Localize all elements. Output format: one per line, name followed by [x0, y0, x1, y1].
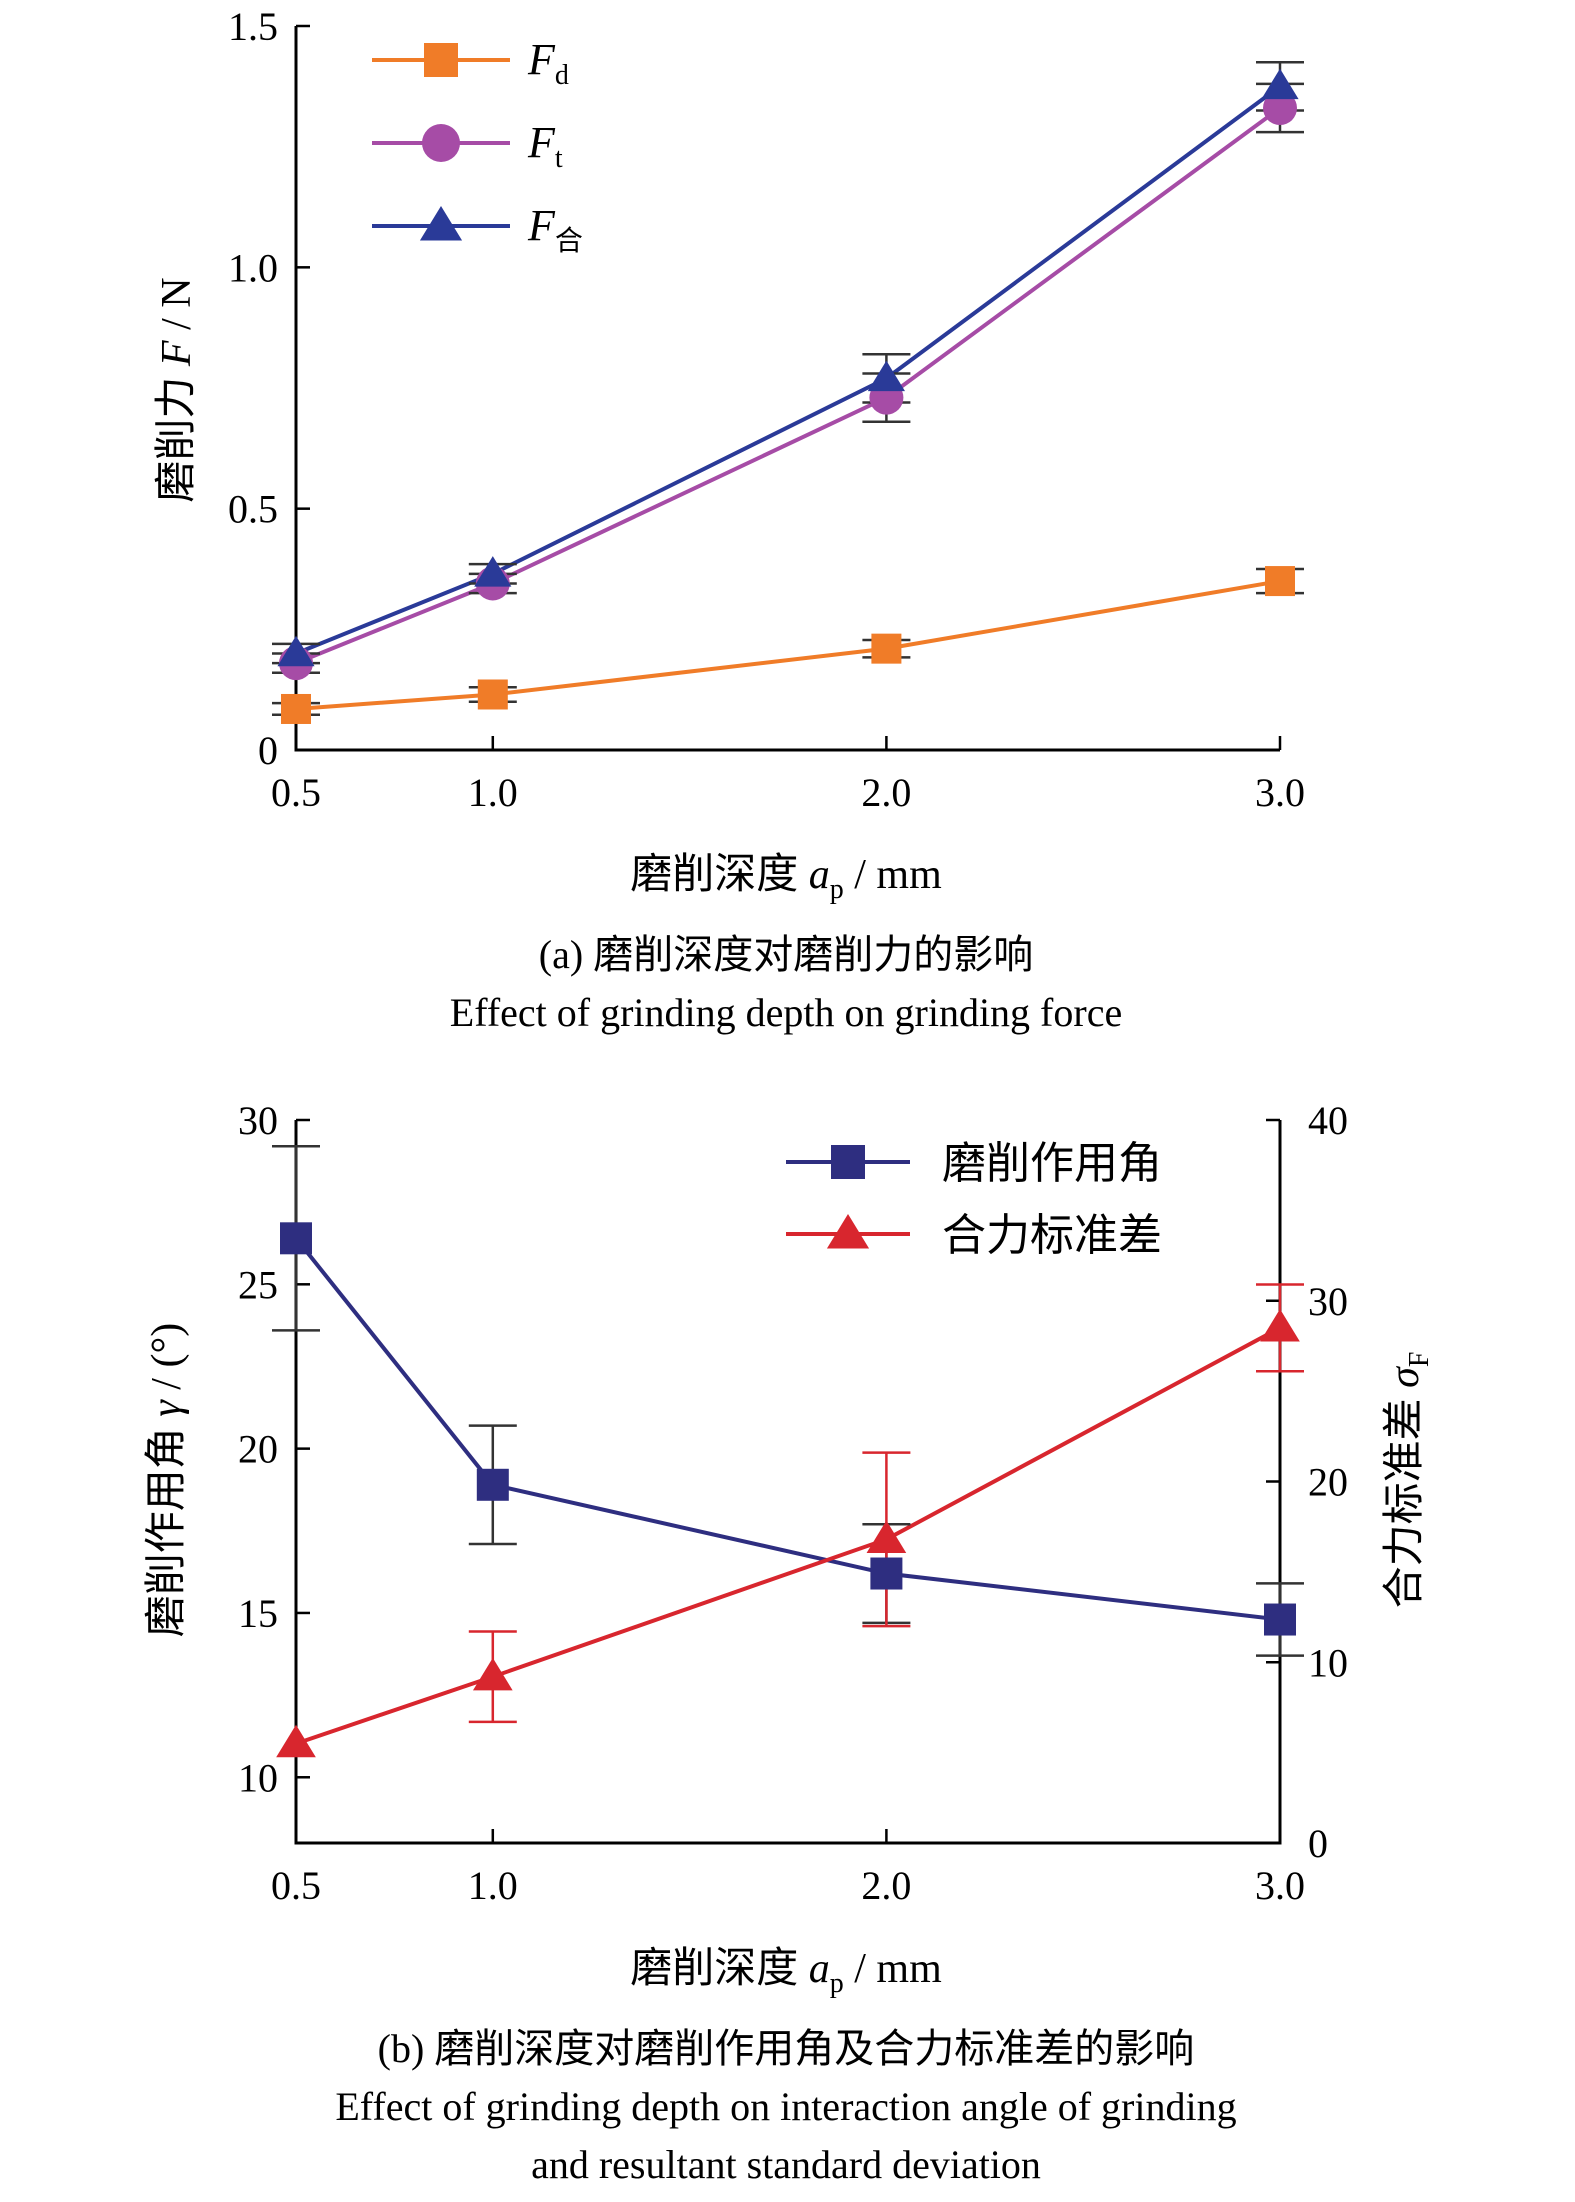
chart-b-point-angle — [870, 1557, 903, 1590]
chart-a-legend-label-sub: t — [555, 143, 563, 174]
chart-a-axes: 00.51.01.50.5 1.0 2.0 3.0 — [228, 4, 1305, 815]
chart-a-point-Fhe — [474, 556, 512, 587]
chart-b-right-axis-label: 合力标准差 σF — [1382, 1352, 1435, 1609]
chart-b-caption-en-1: Effect of grinding depth on interaction … — [335, 2084, 1236, 2129]
chart-b-point-std — [1260, 1309, 1300, 1342]
chart-b-legend-marker-angle — [831, 1145, 865, 1179]
chart-b-x-tick-label: 2.0 — [861, 1863, 911, 1908]
chart-b-x-tick-label: 1.0 — [468, 1863, 518, 1908]
chart-b-legend-label-std: 合力标准差 — [942, 1211, 1162, 1260]
chart-a-x-tick-label: 1.0 — [468, 770, 518, 815]
chart-b-left-axis-label: 磨削作用角 γ / (°) — [144, 1323, 190, 1638]
chart-a-x-tick-label: 3.0 — [1255, 770, 1305, 815]
chart-b-legend-label-angle: 磨削作用角 — [942, 1139, 1162, 1188]
chart-b-x-axis-label: 磨削深度 ap / mm — [630, 1946, 942, 1999]
chart-b-legend-marker-std — [826, 1213, 870, 1249]
chart-b-caption-en-2: and resultant standard deviation — [531, 2142, 1041, 2187]
chart-a-y-tick-label: 0 — [258, 728, 278, 773]
chart-b-left-tick-label: 20 — [238, 1427, 278, 1472]
chart-a-series-line-Ft — [295, 106, 1282, 665]
chart-b-left-tick-label: 30 — [238, 1098, 278, 1143]
chart-b-right-tick-label: 0 — [1308, 1821, 1328, 1866]
chart-a-point-Fd — [281, 693, 311, 724]
chart-a-point-Fhe — [867, 360, 905, 392]
chart-a-y-tick-label: 1.0 — [228, 245, 278, 290]
chart-b-x-tick-label: 3.0 — [1255, 1863, 1305, 1908]
chart-b-series — [272, 1145, 1304, 1758]
chart-a-legend-marker-Ft — [422, 124, 460, 162]
chart-b: 10 15 20 25 30 0 10 20 30 40 0.5 1.0 2.0 3.0 磨削作用角合力标… — [144, 1098, 1435, 2187]
chart-a-caption-en: Effect of grinding depth on grinding for… — [450, 990, 1122, 1035]
chart-a-legend-label-Fhe: F合 — [527, 201, 583, 257]
chart-a-y-axis-label: 磨削力 F / N — [154, 277, 200, 502]
chart-a-caption-cn: (a) 磨削深度对磨削力的影响 — [539, 932, 1033, 977]
chart-a-legend-label-var: F — [527, 118, 556, 167]
chart-b-left-tick-label: 10 — [238, 1755, 278, 1800]
chart-a-point-Fhe — [277, 635, 315, 667]
chart-b-series-line-std — [295, 1326, 1281, 1746]
chart-a-series-line-Fhe — [295, 84, 1282, 656]
chart-b-left-tick-label: 15 — [238, 1591, 278, 1636]
chart-a-legend-label-var: F — [527, 35, 556, 84]
chart-a-legend-label-sub: d — [555, 60, 569, 91]
chart-a-series-line-Fd — [295, 579, 1281, 711]
chart-a-point-Fd — [477, 679, 508, 710]
chart-b-point-angle — [1264, 1603, 1296, 1636]
chart-a-point-Fd — [871, 633, 902, 664]
chart-b-point-angle — [280, 1222, 312, 1255]
chart-b-left-tick-label: 25 — [238, 1262, 278, 1307]
chart-b-caption-cn: (b) 磨削深度对磨削作用角及合力标准差的影响 — [378, 2026, 1195, 2071]
chart-b-right-tick-label: 40 — [1308, 1098, 1348, 1143]
chart-a-point-Fd — [1265, 566, 1295, 597]
chart-a-y-tick-label: 1.5 — [228, 4, 278, 49]
chart-b-point-std — [472, 1657, 513, 1691]
chart-b-x-tick-label: 0.5 — [271, 1863, 321, 1908]
chart-a-point-Fhe — [1261, 68, 1299, 100]
chart-a-legend-label-var: F — [527, 201, 556, 250]
chart-a-y-tick-label: 0.5 — [228, 487, 278, 532]
chart-a-x-axis-label: 磨削深度 ap / mm — [630, 852, 942, 905]
chart-b-right-tick-label: 20 — [1308, 1460, 1348, 1505]
chart-b-point-angle — [476, 1468, 509, 1501]
chart-b-series-line-angle — [294, 1237, 1281, 1622]
chart-b-point-std — [276, 1724, 316, 1758]
chart-a-x-tick-label: 2.0 — [861, 770, 911, 815]
chart-a-legend-marker-Fd — [424, 43, 458, 77]
chart-a-x-tick-label: 0.5 — [271, 770, 321, 815]
chart-b-right-tick-label: 10 — [1308, 1640, 1348, 1685]
chart-a-series — [272, 60, 1304, 724]
chart-b-point-std — [866, 1520, 907, 1554]
chart-a-legend-label-Ft: Ft — [527, 118, 563, 174]
chart-a-legend-label-Fd: Fd — [527, 35, 569, 91]
chart-b-right-tick-label: 30 — [1308, 1279, 1348, 1324]
chart-a-legend-marker-Fhe — [419, 205, 463, 241]
chart-a-legend-label-sub: 合 — [555, 225, 583, 257]
chart-a-point-Ft — [1263, 91, 1297, 126]
chart-b-axes: 10 15 20 25 30 0 10 20 30 40 0.5 1.0 2.0 3.0 — [238, 1098, 1348, 1908]
